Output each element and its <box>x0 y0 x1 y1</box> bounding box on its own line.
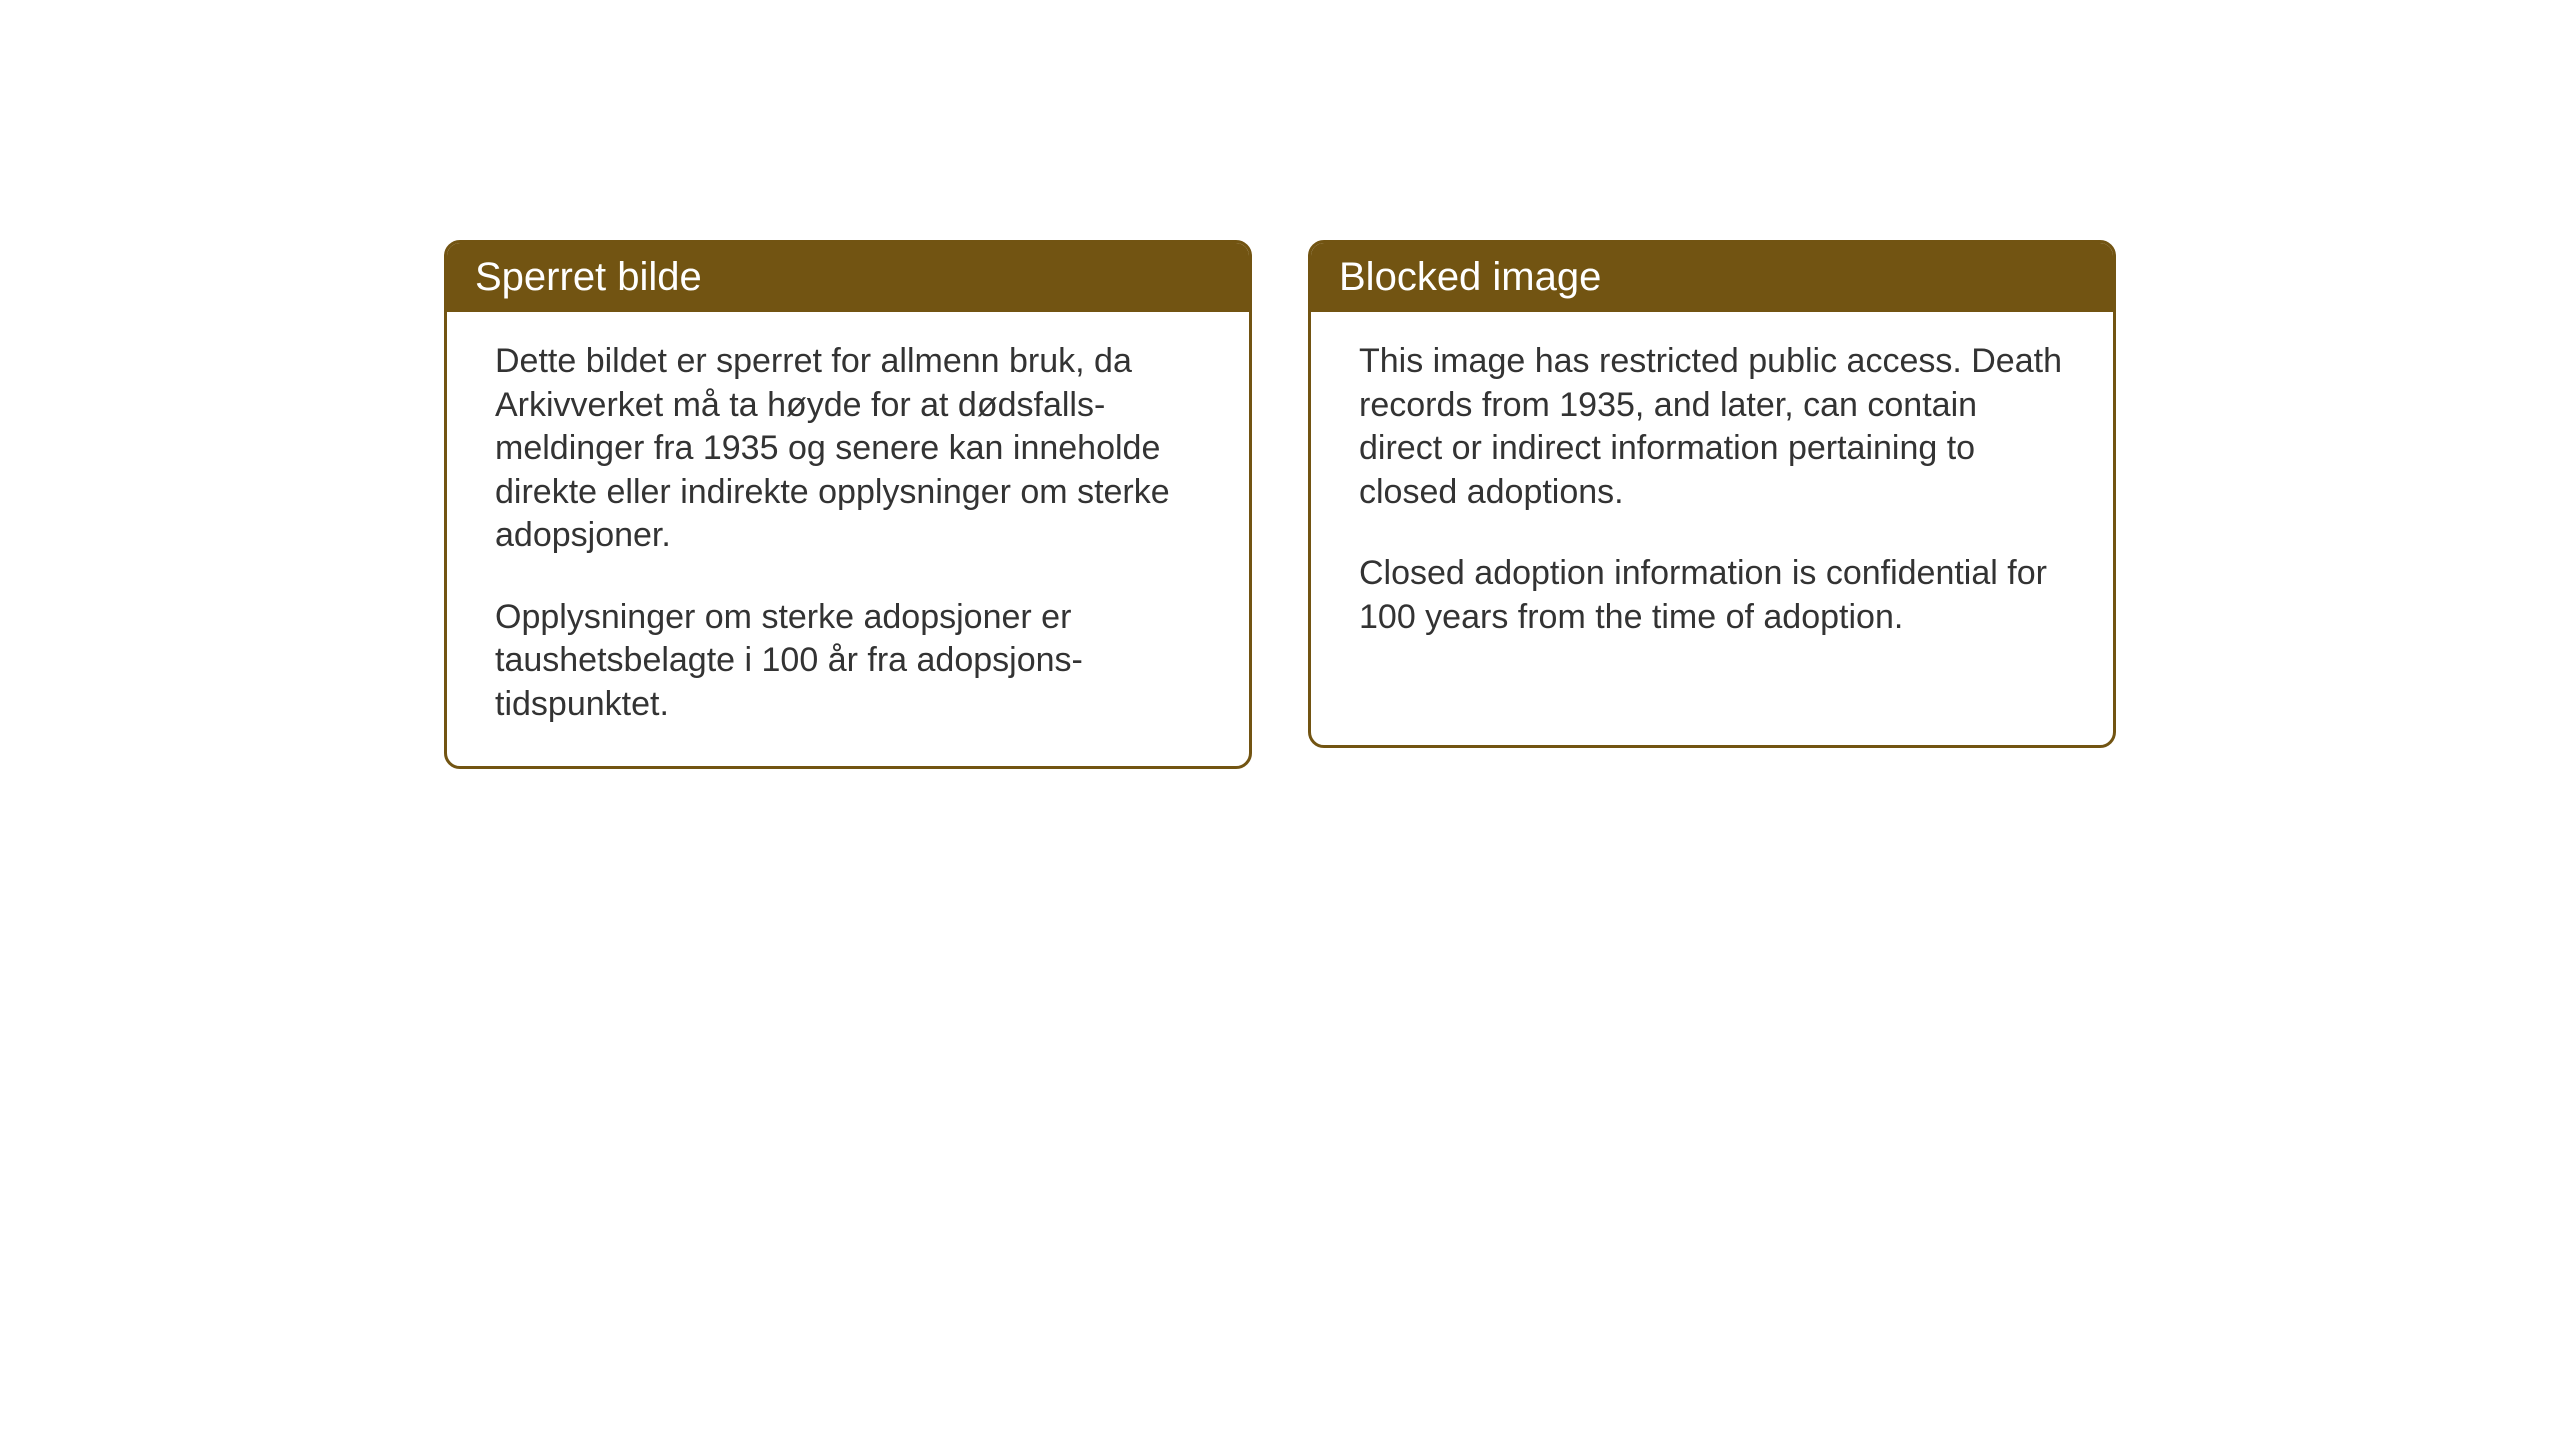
notice-body-english: This image has restricted public access.… <box>1311 312 2113 679</box>
notice-paragraph-2-norwegian: Opplysninger om sterke adopsjoner er tau… <box>495 596 1201 727</box>
notice-header-english: Blocked image <box>1311 243 2113 312</box>
notice-header-norwegian: Sperret bilde <box>447 243 1249 312</box>
notice-card-english: Blocked image This image has restricted … <box>1308 240 2116 748</box>
notice-card-norwegian: Sperret bilde Dette bildet er sperret fo… <box>444 240 1252 769</box>
notice-container: Sperret bilde Dette bildet er sperret fo… <box>444 240 2116 769</box>
notice-body-norwegian: Dette bildet er sperret for allmenn bruk… <box>447 312 1249 766</box>
notice-title-norwegian: Sperret bilde <box>475 255 702 299</box>
notice-paragraph-1-english: This image has restricted public access.… <box>1359 340 2065 514</box>
notice-paragraph-1-norwegian: Dette bildet er sperret for allmenn bruk… <box>495 340 1201 558</box>
notice-paragraph-2-english: Closed adoption information is confident… <box>1359 552 2065 639</box>
notice-title-english: Blocked image <box>1339 255 1601 299</box>
